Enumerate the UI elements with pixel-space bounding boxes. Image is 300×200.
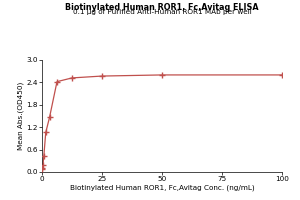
Text: Biotinylated Human ROR1, Fc,Avitag ELISA: Biotinylated Human ROR1, Fc,Avitag ELISA — [65, 3, 259, 12]
Y-axis label: Mean Abs.(OD450): Mean Abs.(OD450) — [17, 82, 24, 150]
X-axis label: Biotinylated Human ROR1, Fc,Avitag Conc. (ng/mL): Biotinylated Human ROR1, Fc,Avitag Conc.… — [70, 185, 254, 191]
Text: 0.1 μg of Purified Anti-Human ROR1 MAb per well: 0.1 μg of Purified Anti-Human ROR1 MAb p… — [73, 9, 251, 15]
